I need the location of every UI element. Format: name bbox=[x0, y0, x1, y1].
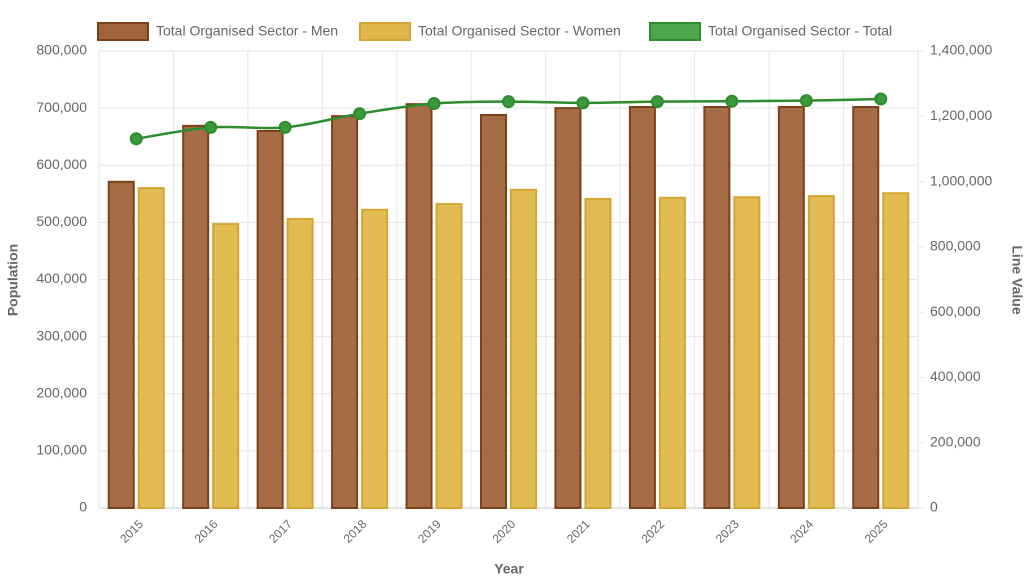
y2-tick-label: 400,000 bbox=[930, 368, 981, 384]
y2-tick-label: 200,000 bbox=[930, 433, 981, 449]
bar bbox=[435, 203, 463, 509]
y-tick-label: 400,000 bbox=[36, 270, 87, 286]
y2-tick-label: 800,000 bbox=[930, 238, 981, 254]
bar bbox=[658, 196, 686, 509]
x-tick-label: 2022 bbox=[638, 517, 667, 546]
line-point bbox=[725, 94, 739, 108]
legend-swatch[interactable] bbox=[649, 22, 701, 41]
bar bbox=[554, 107, 582, 509]
x-tick-label: 2017 bbox=[266, 517, 295, 546]
x-tick-label: 2025 bbox=[862, 517, 891, 546]
line-point bbox=[129, 132, 143, 146]
x-tick-label: 2016 bbox=[192, 517, 221, 546]
bar bbox=[733, 196, 761, 510]
bar bbox=[703, 105, 731, 509]
bar bbox=[807, 195, 835, 509]
y-tick-label: 100,000 bbox=[36, 442, 87, 458]
y-tick-label: 500,000 bbox=[36, 213, 87, 229]
line-point bbox=[576, 96, 590, 110]
line-point bbox=[427, 97, 441, 111]
x-tick-label: 2024 bbox=[787, 517, 816, 546]
y-tick-label: 200,000 bbox=[36, 384, 87, 400]
y-tick-label: 300,000 bbox=[36, 327, 87, 343]
bar bbox=[286, 217, 314, 509]
bar bbox=[256, 129, 284, 509]
line-point bbox=[650, 95, 664, 109]
y-axis-title: Population bbox=[5, 244, 21, 316]
y-tick-label: 600,000 bbox=[36, 156, 87, 172]
bar bbox=[137, 187, 165, 509]
legend-swatch[interactable] bbox=[97, 22, 149, 41]
bar bbox=[331, 115, 359, 509]
line-point bbox=[204, 120, 218, 134]
line-point bbox=[502, 95, 515, 109]
legend-label[interactable]: Total Organised Sector - Men bbox=[156, 23, 338, 39]
legend-label[interactable]: Total Organised Sector - Women bbox=[418, 23, 621, 39]
y2-tick-label: 1,400,000 bbox=[930, 42, 992, 58]
bar bbox=[212, 223, 240, 509]
y2-tick-label: 1,200,000 bbox=[930, 107, 992, 123]
x-tick-label: 2019 bbox=[415, 517, 444, 546]
bar bbox=[882, 192, 910, 510]
bar bbox=[480, 113, 507, 509]
bar bbox=[852, 105, 880, 509]
line-point bbox=[353, 107, 367, 121]
bar bbox=[777, 105, 805, 509]
x-tick-label: 2020 bbox=[490, 517, 519, 546]
bar bbox=[361, 208, 389, 509]
bar bbox=[584, 197, 612, 510]
x-tick-label: 2021 bbox=[564, 517, 593, 546]
line-point bbox=[874, 92, 888, 106]
y-tick-label: 0 bbox=[79, 499, 87, 515]
y2-axis-title: Line Value bbox=[1009, 245, 1025, 314]
x-tick-label: 2023 bbox=[713, 517, 742, 546]
x-tick-label: 2015 bbox=[117, 517, 146, 546]
y-tick-label: 800,000 bbox=[36, 42, 87, 58]
bar bbox=[405, 103, 433, 509]
y-tick-label: 700,000 bbox=[36, 99, 87, 115]
x-axis-title: Year bbox=[494, 561, 524, 577]
legend-label[interactable]: Total Organised Sector - Total bbox=[708, 23, 892, 39]
bar bbox=[107, 180, 135, 509]
y2-tick-label: 600,000 bbox=[930, 303, 981, 319]
y2-tick-label: 1,000,000 bbox=[930, 172, 992, 188]
bar bbox=[628, 105, 656, 509]
x-tick-label: 2018 bbox=[341, 517, 370, 546]
bar bbox=[182, 124, 210, 510]
line-point bbox=[799, 94, 813, 108]
legend-swatch[interactable] bbox=[359, 22, 411, 41]
bar bbox=[510, 188, 537, 509]
y2-tick-label: 0 bbox=[930, 499, 938, 515]
line-point bbox=[278, 120, 292, 134]
